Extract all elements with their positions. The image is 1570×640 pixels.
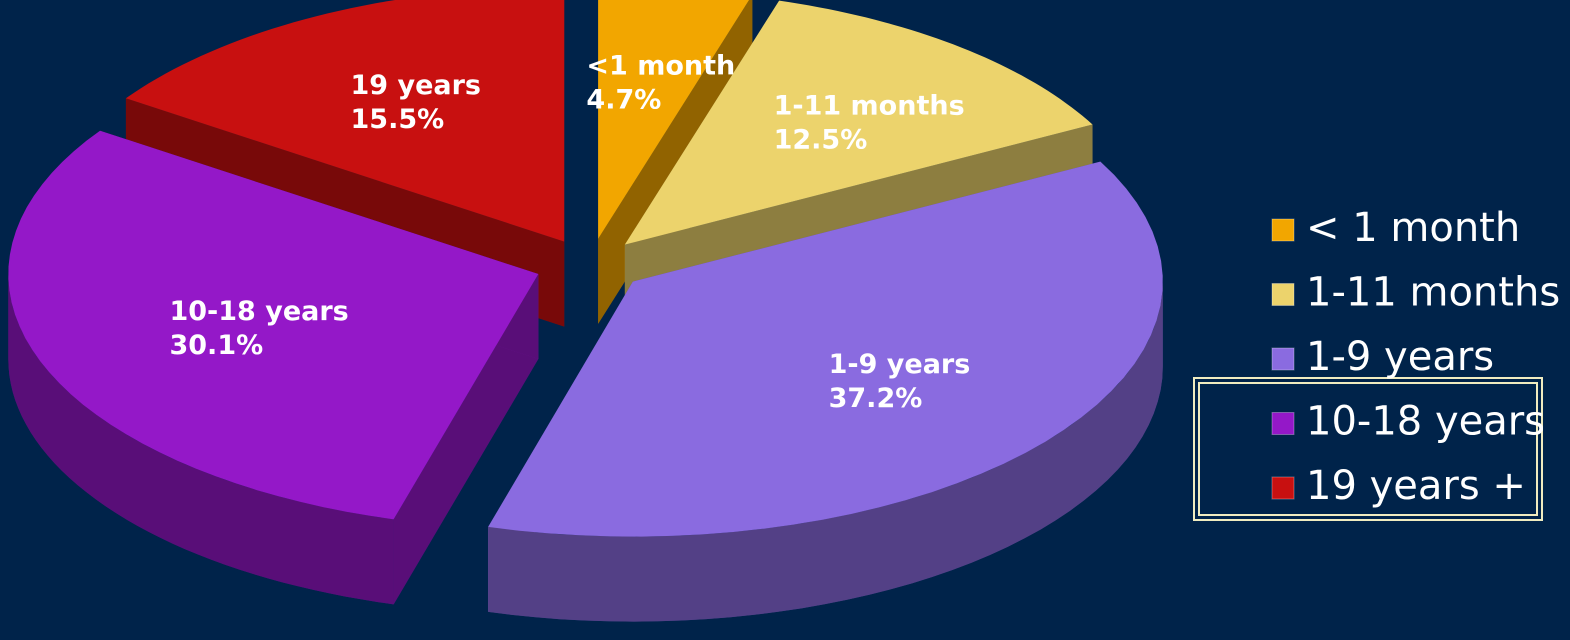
data-label: 10-18 years 30.1% <box>169 296 348 361</box>
legend-swatch <box>1271 283 1295 306</box>
slice-label: 1-9 years <box>829 349 971 380</box>
data-label: 1-9 years 37.2% <box>829 349 971 414</box>
slice <box>8 130 539 520</box>
slice-label: <1 month <box>586 50 735 81</box>
legend-swatch <box>1271 218 1295 242</box>
legend-label: < 1 month <box>1306 205 1520 251</box>
slice-side-shade <box>488 281 1163 622</box>
legend-label: 1-11 months <box>1306 270 1560 316</box>
value-label: 4.7% <box>586 84 661 115</box>
value-label: 12.5% <box>774 124 868 155</box>
legend-swatch <box>1271 347 1295 371</box>
value-label: 30.1% <box>169 330 263 361</box>
slice <box>488 161 1163 537</box>
slice-side-shade <box>8 274 394 605</box>
slice-label: 1-11 months <box>774 90 965 121</box>
slice-label: 19 years <box>351 70 482 101</box>
data-label: <1 month 4.7% <box>586 50 735 115</box>
slice <box>598 0 750 239</box>
slice <box>125 0 565 242</box>
data-label: 1-11 months 12.5% <box>774 90 965 155</box>
legend-label: 19 years + <box>1306 463 1526 509</box>
legend-highlight <box>1193 377 1543 521</box>
legend-label: 1-9 years <box>1306 334 1494 380</box>
legend-label: 10-18 years <box>1306 399 1545 445</box>
value-label: 15.5% <box>351 104 445 135</box>
data-label: 19 years 15.5% <box>351 70 482 135</box>
slice-side <box>488 281 1163 622</box>
slice-label: 10-18 years <box>169 296 348 327</box>
slice-side-shade <box>393 274 539 605</box>
slice <box>624 0 1093 245</box>
legend-highlight-inner <box>1198 382 1538 516</box>
slice-side <box>8 274 394 605</box>
value-label: 37.2% <box>829 383 923 414</box>
slice-side <box>393 274 539 605</box>
legend-swatch <box>1271 476 1295 500</box>
legend-swatch <box>1271 412 1295 435</box>
